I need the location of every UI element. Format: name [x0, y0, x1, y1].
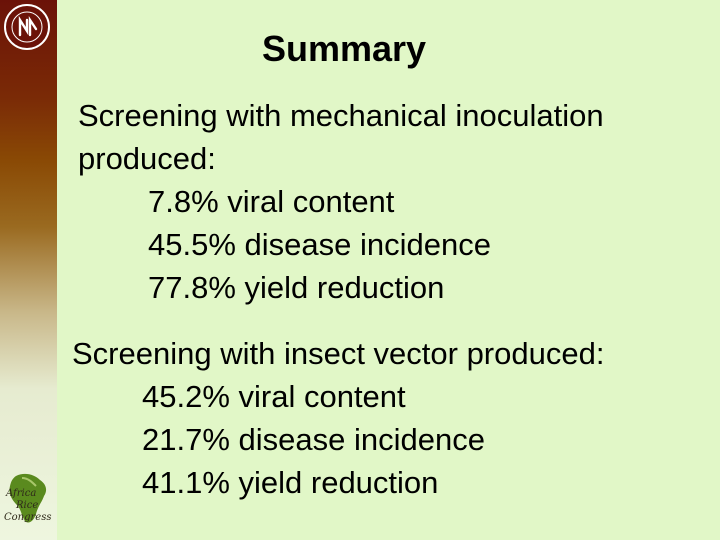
- slide-title-text: Summary: [261, 28, 427, 69]
- stat-item: 77.8% yield reduction: [148, 270, 445, 305]
- stat-item: 45.2% viral content: [142, 379, 406, 414]
- svg-text:Congress: Congress: [4, 512, 51, 523]
- section-insect-vector: Screening with insect vector produced: 4…: [72, 332, 604, 504]
- section-heading: Screening with insect vector produced:: [72, 336, 605, 371]
- sidebar-gradient: Africa Rice Congress: [0, 0, 57, 540]
- stat-item: 41.1% yield reduction: [142, 465, 439, 500]
- stat-item: 45.5% disease incidence: [148, 227, 491, 262]
- stat-item: 21.7% disease incidence: [142, 422, 485, 457]
- section-mechanical: Screening with mechanical inoculation pr…: [78, 94, 604, 309]
- africa-rice-congress-logo: Africa Rice Congress: [4, 473, 51, 523]
- slide-title: Summary: [0, 27, 704, 71]
- warda-logo: [4, 4, 50, 50]
- svg-text:Rice: Rice: [15, 500, 38, 511]
- svg-text:Africa: Africa: [5, 488, 36, 499]
- section-heading-line2: produced:: [78, 141, 216, 176]
- stat-item: 7.8% viral content: [148, 184, 395, 219]
- section-heading-line1: Screening with mechanical inoculation: [78, 98, 604, 133]
